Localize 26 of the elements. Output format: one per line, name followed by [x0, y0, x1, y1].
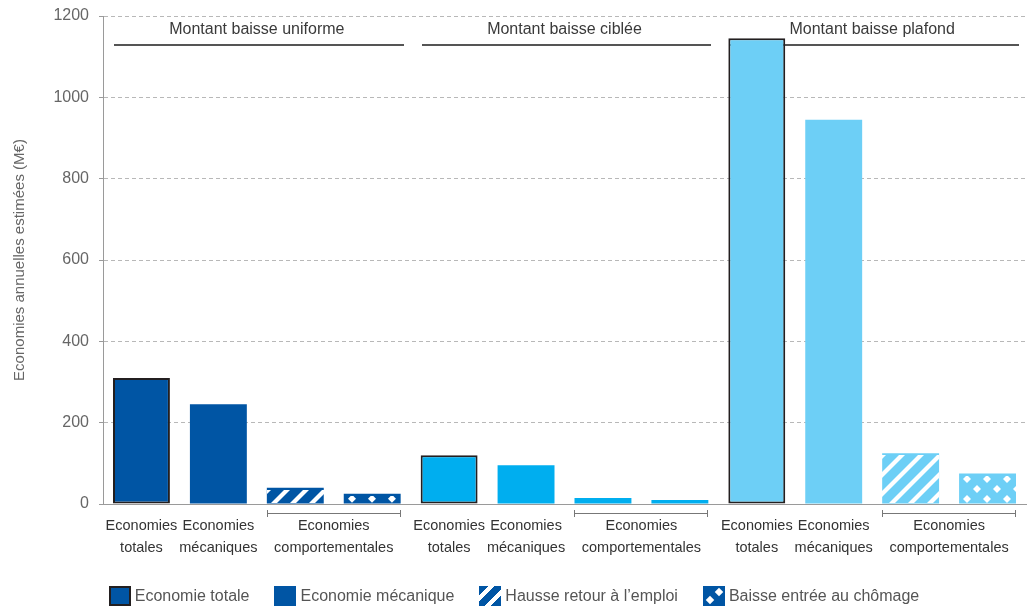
- x-tick-label: Economies comportementales: [581, 516, 702, 555]
- y-tick-label: 800: [62, 169, 90, 187]
- legend-label: Hausse retour à l’emploi: [505, 587, 678, 605]
- y-axis-title: Economies annuelles estimées (M€): [10, 139, 28, 381]
- x-tick-label: Economies mécaniques: [794, 516, 873, 555]
- annotation: Montant baisse uniforme: [169, 20, 345, 38]
- x-tick-label: Economies mécaniques: [179, 516, 258, 555]
- x-tick-label: Economies totales: [413, 516, 485, 555]
- bar: [574, 497, 632, 504]
- y-tick-label: 400: [62, 331, 90, 349]
- bar: [651, 499, 709, 504]
- annotation: Montant baisse plafond: [789, 20, 955, 38]
- legend-label: Baisse entrée au chômage: [728, 587, 920, 605]
- legend-label: Economie totale: [134, 587, 250, 605]
- x-tick-label: Economies mécaniques: [486, 516, 566, 555]
- y-tick-label: 600: [62, 250, 90, 268]
- y-tick-label: 200: [62, 413, 90, 431]
- y-tick-label: 0: [80, 494, 90, 512]
- legend-label: Economie mécanique: [300, 587, 455, 605]
- y-tick-label: 1000: [53, 87, 90, 105]
- y-tick-label: 1200: [53, 6, 90, 24]
- annotation: Montant baisse ciblée: [487, 20, 642, 38]
- x-tick-label: Economies totales: [720, 516, 793, 555]
- x-tick-label: Economies totales: [105, 516, 178, 555]
- x-tick-label: Economies comportementales: [274, 516, 394, 555]
- x-tick-label: Economies comportementales: [889, 516, 1009, 555]
